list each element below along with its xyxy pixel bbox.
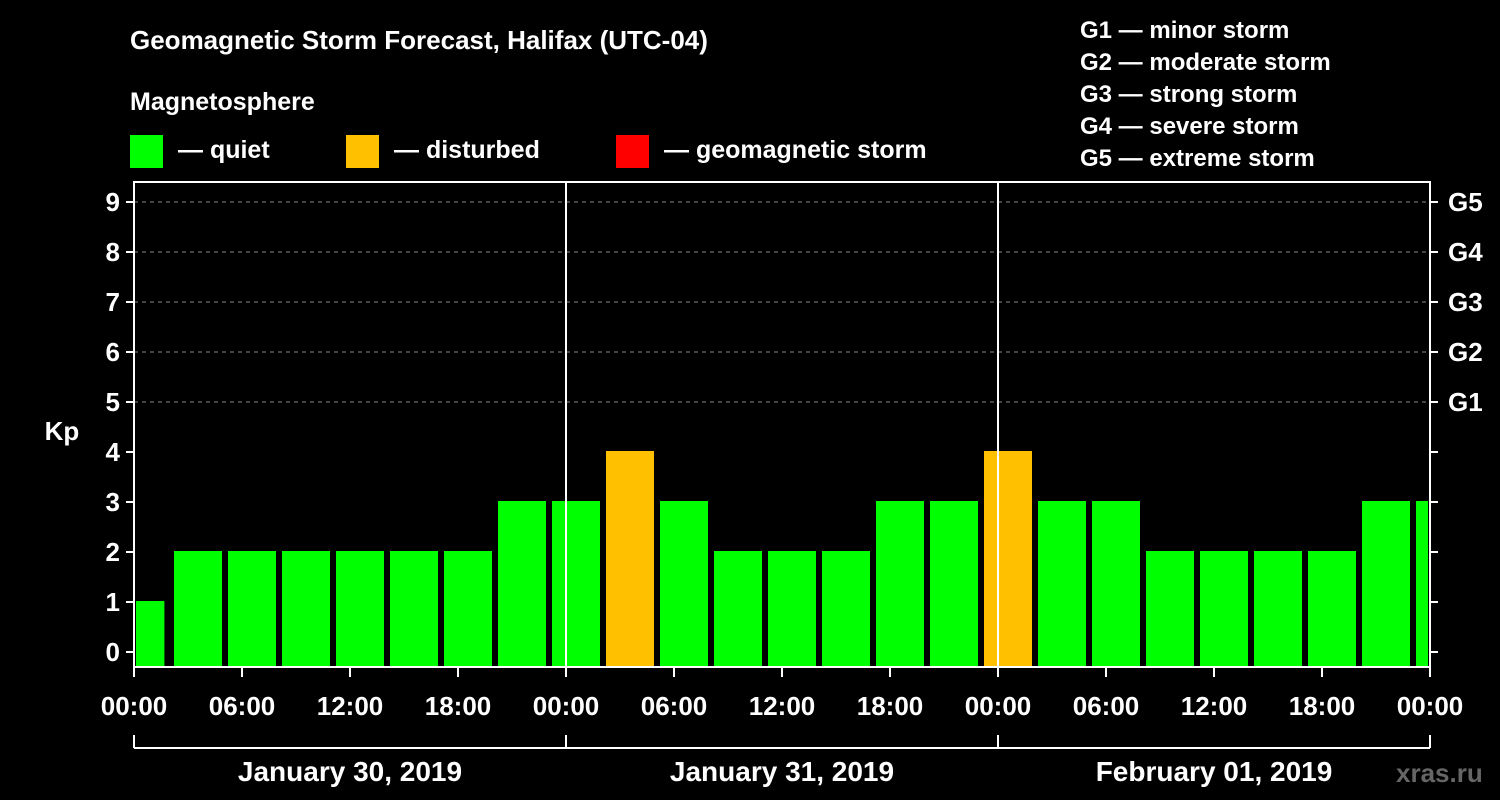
kp-bar bbox=[1200, 551, 1248, 667]
kp-bar bbox=[1416, 501, 1428, 667]
y-tick-label: 5 bbox=[106, 387, 120, 417]
g-scale-g3: G3 — strong storm bbox=[1080, 81, 1297, 108]
kp-bar bbox=[228, 551, 276, 667]
x-tick-label: 00:00 bbox=[965, 691, 1032, 721]
kp-bar bbox=[336, 551, 384, 667]
legend-swatch-disturbed bbox=[346, 135, 379, 168]
kp-bar bbox=[660, 501, 708, 667]
x-tick-label: 00:00 bbox=[533, 691, 600, 721]
x-tick-label: 12:00 bbox=[749, 691, 816, 721]
g-tick-label: G5 bbox=[1448, 187, 1483, 217]
g-tick-label: G1 bbox=[1448, 387, 1483, 417]
kp-bar bbox=[552, 501, 600, 667]
grid-lines bbox=[134, 201, 1430, 403]
kp-bar bbox=[606, 451, 654, 667]
kp-bar bbox=[1038, 501, 1086, 667]
y-tick-label: 8 bbox=[106, 237, 120, 267]
date-label: January 31, 2019 bbox=[670, 756, 894, 787]
y-tick-label: 6 bbox=[106, 337, 120, 367]
g-scale-g2: G2 — moderate storm bbox=[1080, 49, 1331, 76]
kp-bar bbox=[136, 601, 165, 667]
date-label: February 01, 2019 bbox=[1096, 756, 1333, 787]
kp-bar bbox=[1254, 551, 1302, 667]
g-scale-g1: G1 — minor storm bbox=[1080, 17, 1289, 44]
g-axis: G1 G2 G3 G4 G5 bbox=[1430, 187, 1483, 653]
legend-label-storm: — geomagnetic storm bbox=[664, 136, 927, 164]
date-label: January 30, 2019 bbox=[238, 756, 462, 787]
kp-bar bbox=[1308, 551, 1356, 667]
x-tick-label: 18:00 bbox=[857, 691, 924, 721]
legend: — quiet — disturbed — geomagnetic storm bbox=[130, 135, 927, 168]
kp-bar bbox=[768, 551, 816, 667]
kp-bar bbox=[1362, 501, 1410, 667]
x-tick-label: 06:00 bbox=[209, 691, 276, 721]
kp-bar bbox=[822, 551, 870, 667]
y-tick-label: 7 bbox=[106, 287, 120, 317]
bars bbox=[136, 451, 1428, 667]
kp-bar bbox=[714, 551, 762, 667]
x-tick-label: 12:00 bbox=[317, 691, 384, 721]
date-axis: January 30, 2019 January 31, 2019 February… bbox=[133, 735, 1431, 787]
watermark: xras.ru bbox=[1396, 758, 1483, 788]
y-axis-label: Kp bbox=[45, 416, 80, 446]
g-tick-label: G2 bbox=[1448, 337, 1483, 367]
kp-bar bbox=[444, 551, 492, 667]
kp-bar bbox=[282, 551, 330, 667]
y-tick-label: 0 bbox=[106, 637, 120, 667]
kp-bar bbox=[1092, 501, 1140, 667]
legend-swatch-quiet bbox=[130, 135, 163, 168]
y-tick-label: 4 bbox=[106, 437, 121, 467]
kp-bar bbox=[390, 551, 438, 667]
x-tick-label: 06:00 bbox=[641, 691, 708, 721]
g-tick-label: G4 bbox=[1448, 237, 1483, 267]
y-tick-label: 2 bbox=[106, 537, 120, 567]
legend-heading: Magnetosphere bbox=[130, 88, 315, 116]
legend-swatch-storm bbox=[616, 135, 649, 168]
y-axis: 0 1 2 3 4 5 6 7 8 9 bbox=[106, 187, 134, 667]
chart-title: Geomagnetic Storm Forecast, Halifax (UTC… bbox=[130, 25, 708, 55]
g-scale-g5: G5 — extreme storm bbox=[1080, 145, 1315, 172]
g-tick-label: G3 bbox=[1448, 287, 1483, 317]
x-tick-label: 18:00 bbox=[425, 691, 492, 721]
y-tick-label: 1 bbox=[106, 587, 120, 617]
x-tick-label: 12:00 bbox=[1181, 691, 1248, 721]
g-scale-g4: G4 — severe storm bbox=[1080, 113, 1299, 140]
y-tick-label: 9 bbox=[106, 187, 120, 217]
legend-label-quiet: — quiet bbox=[178, 136, 270, 164]
kp-bar bbox=[174, 551, 222, 667]
kp-bar bbox=[984, 451, 1032, 667]
kp-bar bbox=[498, 501, 546, 667]
x-tick-label: 18:00 bbox=[1289, 691, 1356, 721]
x-tick-label: 00:00 bbox=[1397, 691, 1464, 721]
legend-label-disturbed: — disturbed bbox=[394, 136, 540, 164]
y-tick-label: 3 bbox=[106, 487, 120, 517]
x-tick-label: 06:00 bbox=[1073, 691, 1140, 721]
kp-bar bbox=[876, 501, 924, 667]
x-axis: 00:00 06:00 12:00 18:00 00:00 06:00 12:00 18:00… bbox=[101, 667, 1464, 721]
g-scale-key: G1 — minor storm G2 — moderate storm G3 … bbox=[1080, 17, 1331, 172]
x-tick-label: 00:00 bbox=[101, 691, 168, 721]
kp-bar bbox=[1146, 551, 1194, 667]
kp-bar bbox=[930, 501, 978, 667]
